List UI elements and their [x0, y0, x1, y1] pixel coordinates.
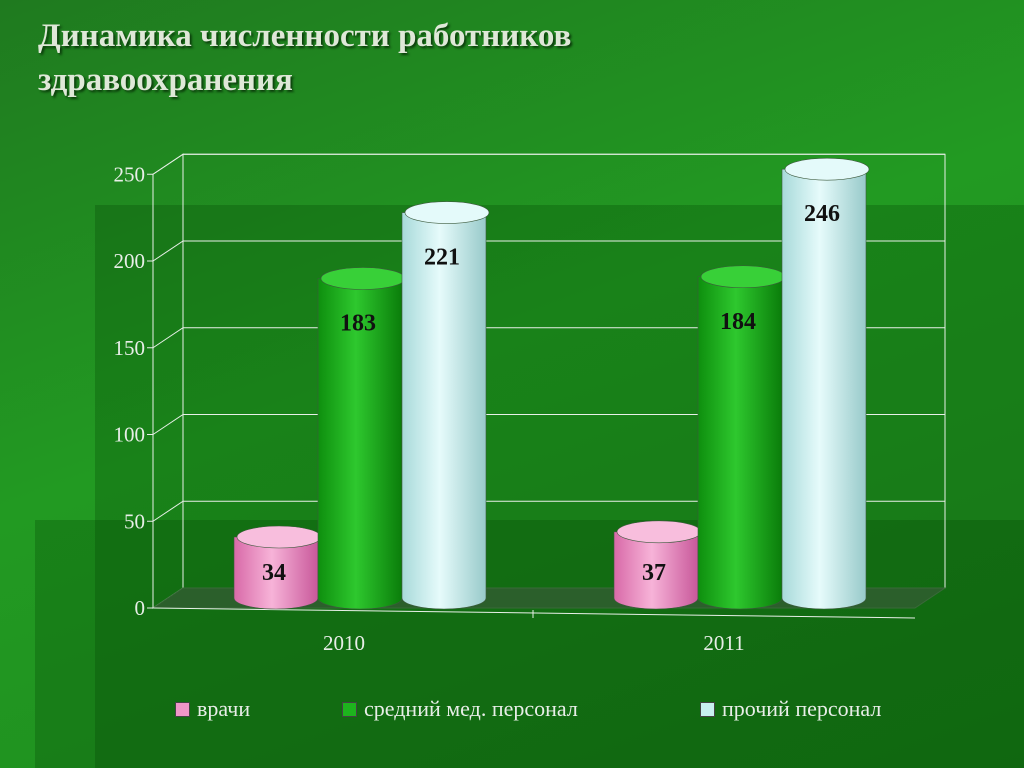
bar-body — [317, 278, 403, 610]
x-tick-label: 2010 — [323, 631, 365, 655]
bar — [233, 525, 322, 610]
legend-item: врачи — [175, 696, 250, 722]
gridline — [152, 414, 945, 435]
bar-top — [236, 525, 322, 549]
bar-top — [404, 201, 490, 224]
x-axis — [152, 607, 916, 619]
bar-top — [784, 157, 870, 181]
side-wall — [152, 153, 184, 609]
data-label: 184 — [720, 309, 756, 335]
bar-top — [320, 267, 406, 290]
legend-swatch-mid-staff — [342, 701, 357, 717]
bar-top — [616, 520, 702, 544]
bar-body — [613, 531, 699, 610]
bar — [781, 157, 870, 610]
legend-label: врачи — [197, 696, 251, 721]
bar-body — [781, 168, 867, 610]
bar — [697, 265, 786, 610]
x-tick-label: 2011 — [703, 631, 744, 655]
data-label: 34 — [262, 560, 286, 586]
y-tick-label: 150 — [114, 336, 146, 360]
gridline — [152, 240, 945, 262]
gridline — [152, 500, 945, 522]
title-line: здравоохранения — [38, 62, 293, 98]
data-label: 221 — [424, 245, 460, 271]
title-line: Динамика численности работников — [38, 18, 572, 54]
bar — [401, 201, 490, 610]
background-stripe — [95, 205, 1024, 768]
gridline — [152, 327, 945, 349]
legend: врачи средний мед. персонал прочий персо… — [0, 696, 1024, 726]
bar-top — [700, 265, 786, 289]
y-tick-label: 0 — [135, 596, 146, 620]
data-label: 246 — [804, 201, 840, 227]
data-label: 37 — [642, 560, 666, 586]
legend-swatch-doctors — [175, 701, 190, 717]
y-tick-label: 100 — [114, 423, 146, 447]
gridline — [152, 153, 945, 175]
page-title: Динамика численности работников здравоох… — [38, 14, 571, 102]
data-label: 183 — [340, 310, 376, 336]
bar — [317, 267, 406, 610]
y-tick-label: 250 — [114, 162, 146, 186]
y-tick-label: 50 — [124, 509, 145, 533]
bar-body — [401, 212, 487, 610]
y-tick-label: 200 — [114, 249, 146, 273]
bar-body — [233, 536, 319, 610]
legend-item: средний мед. персонал — [342, 696, 578, 722]
legend-item: прочий персонал — [700, 696, 881, 722]
legend-label: прочий персонал — [722, 696, 882, 721]
legend-swatch-other-staff — [700, 701, 715, 717]
legend-label: средний мед. персонал — [364, 696, 578, 721]
bar-body — [697, 276, 783, 610]
